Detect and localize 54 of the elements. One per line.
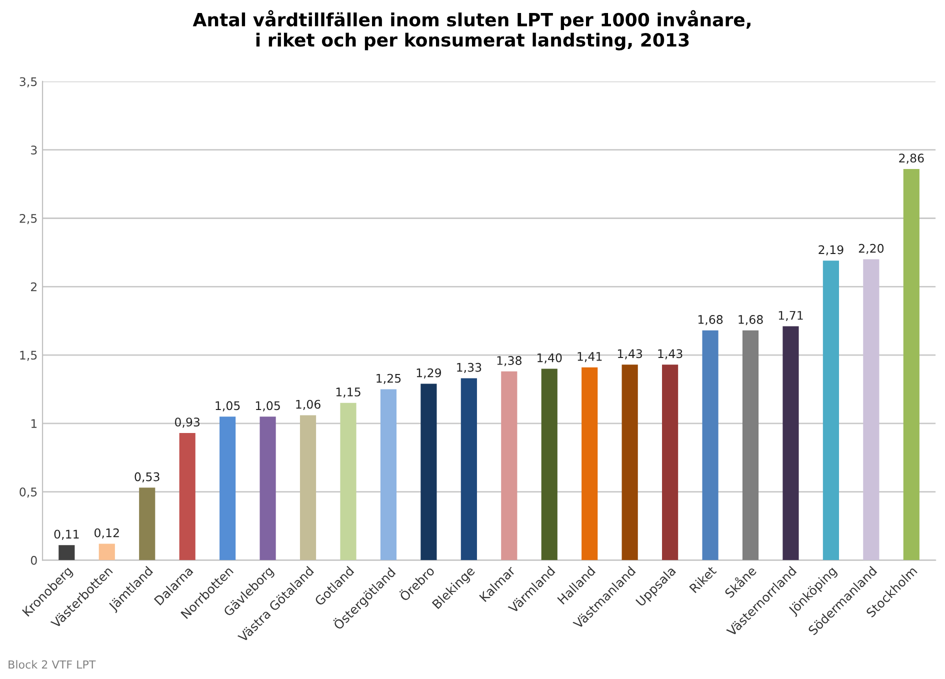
- bar: [420, 384, 437, 560]
- data-label: 1,05: [216, 401, 240, 412]
- bar: [220, 416, 236, 560]
- bar: [300, 415, 316, 560]
- data-label: 1,68: [698, 315, 723, 326]
- bar: [863, 259, 880, 560]
- data-label: 1,05: [256, 401, 280, 412]
- bar: [662, 364, 678, 560]
- y-tick-label: 0,5: [20, 488, 37, 498]
- bar: [260, 416, 276, 560]
- bar: [541, 368, 558, 560]
- data-label: 2,86: [899, 154, 924, 164]
- bar: [903, 169, 920, 560]
- y-tick-label: 2,5: [20, 214, 37, 224]
- data-label: 0,12: [94, 528, 119, 539]
- bar: [139, 488, 156, 560]
- y-tick-label: 2: [31, 282, 36, 292]
- data-label: 0,11: [54, 530, 79, 540]
- data-label: 1,43: [618, 349, 642, 360]
- bar: [98, 544, 115, 560]
- bar: [782, 326, 799, 560]
- y-tick-label: 1: [31, 419, 37, 428]
- y-tick-label: 3,5: [20, 77, 37, 88]
- bar: [460, 378, 477, 560]
- data-label: 1,06: [296, 400, 320, 410]
- data-label: 1,15: [336, 388, 360, 398]
- text: Block 2 VTF LPT: [8, 660, 96, 669]
- data-label: 1,68: [738, 315, 763, 326]
- bar: [622, 364, 638, 560]
- data-label: 0,53: [134, 472, 160, 482]
- bar: [58, 545, 75, 560]
- data-label: 2,19: [818, 245, 844, 256]
- data-label: 1,71: [778, 311, 803, 322]
- data-label: 1,38: [497, 356, 522, 366]
- bar: [702, 330, 718, 560]
- data-label: 1,41: [578, 352, 602, 362]
- bar: [582, 367, 598, 560]
- data-label: 1,25: [376, 374, 401, 384]
- y-tick-label: 3: [31, 146, 37, 155]
- data-label: 1,33: [457, 362, 482, 374]
- bar: [742, 330, 759, 560]
- y-tick-label: 1,5: [20, 350, 37, 361]
- bar: [380, 389, 397, 560]
- bar: [179, 432, 196, 560]
- data-label: 2,20: [858, 244, 884, 254]
- bar: [340, 402, 356, 560]
- bar: [822, 260, 840, 560]
- chart-title: Antal vårdtillfällen inom sluten LPT per 1000 invånare, i riket och per konsumerat landsting, 2013: [192, 10, 750, 50]
- data-label: 1,40: [538, 353, 562, 364]
- y-tick-label: 0: [30, 556, 37, 565]
- data-label: 0,93: [174, 418, 200, 428]
- data-label: 1,29: [416, 368, 442, 378]
- bar: [501, 371, 518, 560]
- data-label: 1,43: [658, 349, 682, 360]
